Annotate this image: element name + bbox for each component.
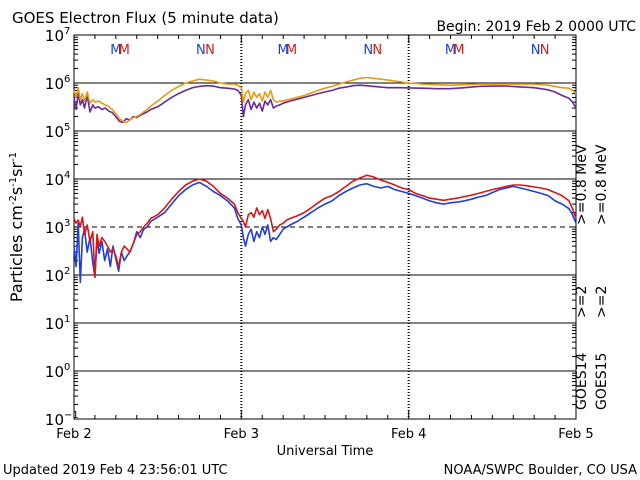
y-tick-label: 10 (45, 411, 64, 429)
y-tick-label: 10 (45, 75, 64, 93)
noon-midnight-marker: M (119, 43, 130, 58)
y-tick-label: 10 (45, 219, 64, 237)
noon-midnight-marker: M (278, 43, 289, 58)
legend-2mev-goes14: >=2 (574, 286, 590, 318)
noon-midnight-marker: N (540, 43, 550, 58)
legend-2mev-goes15: >=2 (594, 286, 610, 318)
series-layer (73, 76, 577, 284)
noon-midnight-marker: M (445, 43, 456, 58)
noon-midnight-marker: N (372, 43, 382, 58)
y-tick-exponent: −1 (64, 410, 79, 421)
y-tick-label: 10 (45, 123, 64, 141)
noon-midnight-marker: M (286, 43, 297, 58)
credit-label: NOAA/SWPC Boulder, CO USA (444, 463, 637, 478)
y-tick-exponent: 5 (64, 122, 70, 133)
legend-goes14: GOES14 (574, 352, 590, 410)
y-tick-label: 10 (45, 363, 64, 381)
y-tick-exponent: 6 (64, 74, 70, 85)
y-tick-label: 10 (45, 171, 64, 189)
legend-08mev-goes15: >=0.8 MeV (594, 144, 610, 225)
noon-midnight-marker: N (363, 43, 373, 58)
marker-layer: MM N N MM N N MM N N (110, 43, 549, 58)
x-tick-label: Feb 2 (56, 427, 91, 442)
noon-midnight-marker: N (196, 43, 206, 58)
noon-midnight-marker: M (110, 43, 121, 58)
x-tick-labels: Feb 2 Feb 3 Feb 4 Feb 5 (56, 427, 593, 442)
y-tick-exponent: 3 (64, 218, 70, 229)
y-axis-label: Particles cm-2s-1sr-1 (7, 152, 26, 302)
x-tick-label: Feb 4 (391, 427, 426, 442)
legend-08mev-goes14: >=0.8 MeV (574, 144, 590, 225)
y-tick-exponent: 4 (64, 170, 70, 181)
chart-title: GOES Electron Flux (5 minute data) (12, 9, 279, 27)
x-tick-label: Feb 5 (558, 427, 593, 442)
noon-midnight-marker: N (531, 43, 541, 58)
series-line--0-8-mev-goes14 (73, 84, 577, 124)
x-axis-label: Universal Time (277, 444, 374, 459)
series-line--2-mev-goes15 (73, 174, 577, 278)
begin-label: Begin: 2019 Feb 2 0000 UTC (436, 19, 636, 35)
y-tick-label: 10 (45, 315, 64, 333)
noon-midnight-marker: M (453, 43, 464, 58)
updated-timestamp: Updated 2019 Feb 4 23:56:01 UTC (3, 463, 228, 478)
noon-midnight-marker: N (205, 43, 215, 58)
y-tick-exponent: 2 (64, 266, 70, 277)
y-tick-exponent: 1 (64, 314, 70, 325)
y-tick-label: 10 (45, 27, 64, 45)
y-tick-exponent: 7 (64, 26, 70, 37)
x-tick-label: Feb 3 (224, 427, 259, 442)
series-line--0-8-mev-goes15 (73, 76, 577, 124)
legend-goes15: GOES15 (594, 353, 610, 410)
y-tick-label: 10 (45, 267, 64, 285)
y-tick-exponent: 0 (64, 362, 70, 373)
